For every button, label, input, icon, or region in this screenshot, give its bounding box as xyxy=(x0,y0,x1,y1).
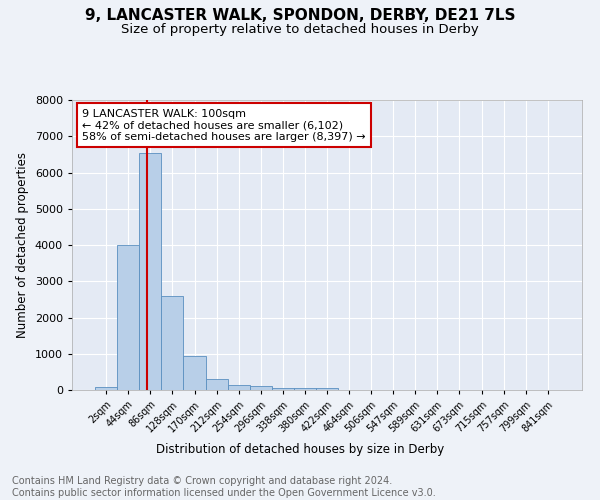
Text: Size of property relative to detached houses in Derby: Size of property relative to detached ho… xyxy=(121,22,479,36)
Text: Contains HM Land Registry data © Crown copyright and database right 2024.
Contai: Contains HM Land Registry data © Crown c… xyxy=(12,476,436,498)
Bar xyxy=(250,386,272,390)
Bar xyxy=(206,379,227,390)
Bar xyxy=(294,388,316,390)
Bar xyxy=(227,386,250,390)
Bar xyxy=(95,387,117,390)
Bar xyxy=(184,356,206,390)
Bar xyxy=(117,245,139,390)
Bar xyxy=(272,388,294,390)
Text: 9 LANCASTER WALK: 100sqm
← 42% of detached houses are smaller (6,102)
58% of sem: 9 LANCASTER WALK: 100sqm ← 42% of detach… xyxy=(82,108,366,142)
Text: 9, LANCASTER WALK, SPONDON, DERBY, DE21 7LS: 9, LANCASTER WALK, SPONDON, DERBY, DE21 … xyxy=(85,8,515,22)
Y-axis label: Number of detached properties: Number of detached properties xyxy=(16,152,29,338)
Text: Distribution of detached houses by size in Derby: Distribution of detached houses by size … xyxy=(156,442,444,456)
Bar xyxy=(316,388,338,390)
Bar xyxy=(139,152,161,390)
Bar xyxy=(161,296,184,390)
